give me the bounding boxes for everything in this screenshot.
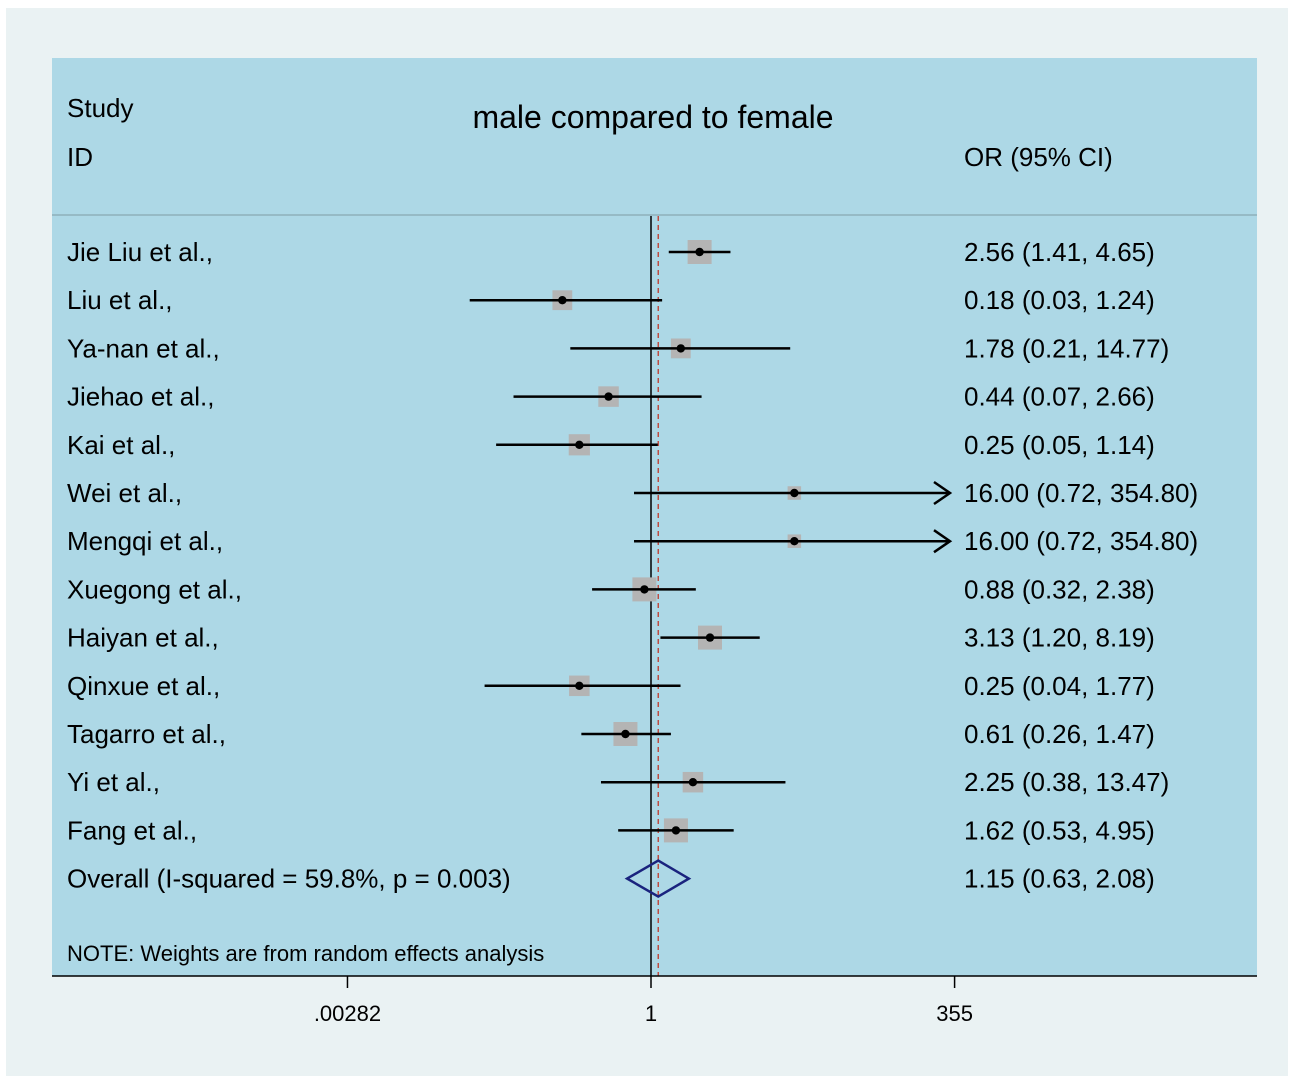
overall-diamond	[624, 859, 692, 899]
point-estimate	[688, 778, 698, 787]
point-estimate	[676, 344, 686, 353]
point-estimate	[558, 296, 567, 305]
or-ci-value: 2.56 (1.41, 4.65)	[964, 237, 1155, 267]
study-row: Liu et al., 0.18 (0.03, 1.24)	[67, 285, 1155, 315]
study-header: Study	[67, 93, 134, 123]
point-estimate	[621, 729, 630, 739]
study-label: Jie Liu et al.,	[67, 237, 213, 267]
or-ci-value: 0.18 (0.03, 1.24)	[964, 285, 1155, 315]
or-ci-value: 0.61 (0.26, 1.47)	[964, 719, 1155, 749]
id-header: ID	[67, 142, 93, 172]
point-estimate	[575, 440, 584, 449]
point-estimate	[640, 585, 649, 594]
study-row: Xuegong et al., 0.88 (0.32, 2.38)	[67, 574, 1155, 604]
study-label: Qinxue et al.,	[67, 671, 220, 701]
point-estimate	[790, 488, 799, 498]
point-estimate	[790, 537, 799, 546]
plot-panel	[52, 58, 1257, 976]
ci-arrow	[933, 529, 953, 554]
study-row: Mengqi et al., 16.00 (0.72, 354.80)	[67, 526, 1198, 556]
point-estimate	[604, 392, 613, 401]
study-label: Tagarro et al.,	[67, 719, 226, 749]
study-row: Fang et al., 1.62 (0.53, 4.95)	[67, 815, 1155, 845]
or-ci-value: 16.00 (0.72, 354.80)	[964, 478, 1198, 508]
study-label: Xuegong et al.,	[67, 574, 242, 604]
study-label: Yi et al.,	[67, 767, 160, 797]
study-row: Jie Liu et al., 2.56 (1.41, 4.65)	[67, 237, 1155, 267]
study-row: Tagarro et al., 0.61 (0.26, 1.47)	[67, 719, 1155, 749]
chart-title: male compared to female	[472, 99, 833, 135]
or-ci-value: 0.25 (0.04, 1.77)	[964, 671, 1155, 701]
or-ci-value: 2.25 (0.38, 13.47)	[964, 767, 1169, 797]
or-ci-header: OR (95% CI)	[964, 142, 1113, 172]
study-label: Fang et al.,	[67, 815, 197, 845]
x-tick-label: 1	[645, 1001, 657, 1026]
study-row: Haiyan et al., 3.13 (1.20, 8.19)	[67, 623, 1155, 653]
x-tick-label: 355	[936, 1001, 973, 1026]
or-ci-value: 0.44 (0.07, 2.66)	[964, 382, 1155, 412]
study-label: Liu et al.,	[67, 285, 173, 315]
study-label: Kai et al.,	[67, 430, 175, 460]
overall-row: Overall (I-squared = 59.8%, p = 0.003) 1.…	[67, 859, 1155, 899]
study-row: Yi et al., 2.25 (0.38, 13.47)	[67, 767, 1169, 797]
study-label: Wei et al.,	[67, 478, 182, 508]
point-estimate	[705, 633, 715, 642]
point-estimate	[695, 247, 704, 257]
study-label: Mengqi et al.,	[67, 526, 223, 556]
or-ci-value: 1.62 (0.53, 4.95)	[964, 815, 1155, 845]
x-tick-label: .00282	[314, 1001, 381, 1026]
or-ci-value: 1.78 (0.21, 14.77)	[964, 333, 1169, 363]
or-ci-value: 16.00 (0.72, 354.80)	[964, 526, 1198, 556]
or-ci-value: 0.25 (0.05, 1.14)	[964, 430, 1155, 460]
or-ci-value: 0.88 (0.32, 2.38)	[964, 574, 1155, 604]
weights-note: NOTE: Weights are from random effects an…	[67, 941, 544, 966]
ci-arrow	[933, 480, 953, 506]
study-row: Ya-nan et al., 1.78 (0.21, 14.77)	[67, 333, 1169, 363]
study-label: Haiyan et al.,	[67, 623, 219, 653]
or-ci-value: 3.13 (1.20, 8.19)	[964, 623, 1155, 653]
study-row: Kai et al., 0.25 (0.05, 1.14)	[67, 430, 1155, 460]
study-row: Jiehao et al., 0.44 (0.07, 2.66)	[67, 382, 1155, 412]
overall-or-ci-value: 1.15 (0.63, 2.08)	[964, 864, 1155, 894]
study-row: Wei et al., 16.00 (0.72, 354.80)	[67, 478, 1198, 508]
point-estimate	[575, 681, 584, 690]
study-row: Qinxue et al., 0.25 (0.04, 1.77)	[67, 671, 1155, 701]
study-label: Jiehao et al.,	[67, 382, 214, 412]
point-estimate	[671, 826, 681, 835]
overall-label: Overall (I-squared = 59.8%, p = 0.003)	[67, 864, 511, 894]
study-label: Ya-nan et al.,	[67, 333, 220, 363]
